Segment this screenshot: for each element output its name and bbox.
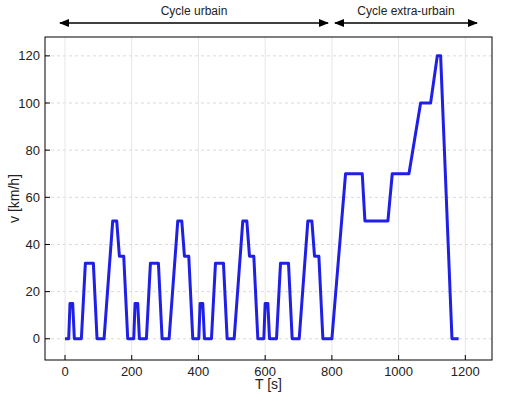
tick-y — [45, 103, 50, 104]
tick-label-x: 0 — [61, 364, 68, 379]
tick-label-y: 40 — [26, 237, 40, 252]
plot-area — [65, 56, 459, 339]
annotation-arrow — [60, 22, 328, 24]
tick-y — [45, 55, 50, 56]
tick-y — [45, 244, 50, 245]
tick-label-y: 80 — [26, 143, 40, 158]
plot-background — [45, 37, 492, 360]
annotation-label: Cycle extra-urbain — [357, 4, 454, 18]
tick-x — [65, 355, 66, 360]
tick-y — [45, 338, 50, 339]
grid-line-x — [331, 37, 332, 360]
chart: 020040060080010001200020406080100120T [s… — [0, 0, 512, 397]
tick-label-y: 20 — [26, 284, 40, 299]
tick-x — [398, 355, 399, 360]
tick-x — [465, 355, 466, 360]
grid-line-y — [45, 150, 492, 151]
tick-y — [45, 291, 50, 292]
speed-line — [65, 56, 459, 339]
tick-y — [45, 150, 50, 151]
tick-label-y: 120 — [18, 48, 40, 63]
grid-line-y — [45, 197, 492, 198]
tick-x — [331, 355, 332, 360]
tick-x — [265, 355, 266, 360]
x-axis-label: T [s] — [255, 376, 282, 392]
tick-label-x: 1200 — [451, 364, 480, 379]
grid-line-x — [131, 37, 132, 360]
tick-label-y: 0 — [33, 331, 40, 346]
tick-label-x: 200 — [121, 364, 143, 379]
tick-label-x: 800 — [321, 364, 343, 379]
tick-x — [198, 355, 199, 360]
annotation-label: Cycle urbain — [161, 4, 228, 18]
grid-line-y — [45, 55, 492, 56]
grid-line-x — [465, 37, 466, 360]
grid-line-x — [65, 37, 66, 360]
tick-y — [45, 197, 50, 198]
grid-line-x — [398, 37, 399, 360]
grid-line-y — [45, 291, 492, 292]
tick-label-x: 1000 — [384, 364, 413, 379]
plot-frame — [45, 37, 492, 360]
tick-label-y: 60 — [26, 190, 40, 205]
annotation-arrow — [335, 22, 477, 24]
tick-x — [131, 355, 132, 360]
tick-label-y: 100 — [18, 96, 40, 111]
tick-label-x: 400 — [188, 364, 210, 379]
y-axis-label: v [km/h] — [6, 174, 22, 223]
